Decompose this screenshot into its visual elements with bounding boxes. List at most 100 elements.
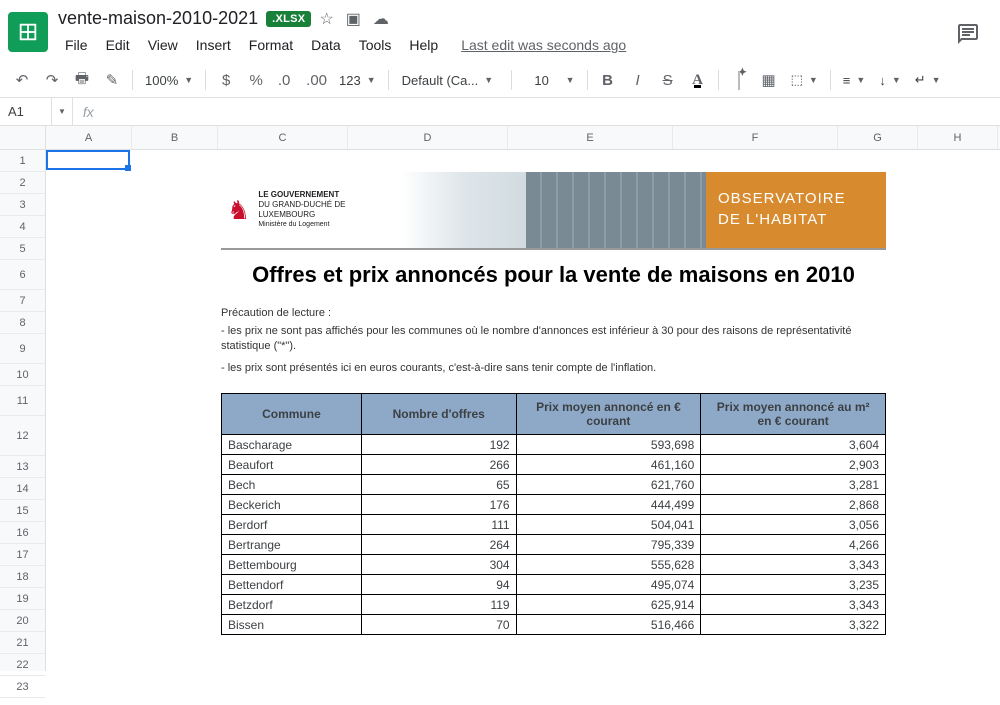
col-header-A[interactable]: A	[46, 126, 132, 149]
document-title[interactable]: vente-maison-2010-2021	[58, 8, 258, 29]
comment-icon	[956, 22, 980, 46]
last-edit-link[interactable]: Last edit was seconds ago	[461, 37, 626, 53]
menu-edit[interactable]: Edit	[99, 33, 137, 57]
table-cell: 461,160	[516, 455, 701, 475]
row-header-10[interactable]: 10	[0, 364, 45, 386]
table-cell: Bettembourg	[222, 555, 362, 575]
table-cell: 192	[361, 435, 516, 455]
text-color-button[interactable]: A	[684, 67, 712, 93]
font-size-select[interactable]: 10▼	[518, 67, 581, 93]
col-header-G[interactable]: G	[838, 126, 918, 149]
bold-button[interactable]: B	[594, 67, 622, 93]
table-cell: 3,322	[701, 615, 886, 635]
fill-color-button[interactable]: 🟆	[725, 67, 753, 93]
table-cell: 266	[361, 455, 516, 475]
row-header-5[interactable]: 5	[0, 238, 45, 260]
row-header-17[interactable]: 17	[0, 544, 45, 566]
row-header-15[interactable]: 15	[0, 500, 45, 522]
paint-format-button[interactable]: ✎	[98, 67, 126, 93]
menu-help[interactable]: Help	[402, 33, 445, 57]
cloud-icon[interactable]: ☁	[373, 9, 389, 29]
redo-button[interactable]: ↷	[38, 67, 66, 93]
col-header-B[interactable]: B	[132, 126, 218, 149]
table-row: Berdorf111504,0413,056	[222, 515, 886, 535]
name-box[interactable]: A1	[0, 98, 52, 125]
col-header-C[interactable]: C	[218, 126, 348, 149]
row-header-16[interactable]: 16	[0, 522, 45, 544]
row-header-7[interactable]: 7	[0, 290, 45, 312]
row-header-20[interactable]: 20	[0, 610, 45, 632]
table-cell: 495,074	[516, 575, 701, 595]
table-cell: 111	[361, 515, 516, 535]
increase-decimal-button[interactable]: .00	[302, 67, 331, 93]
obs-line2: DE L'HABITAT	[718, 209, 874, 230]
decrease-decimal-button[interactable]: .0	[272, 67, 300, 93]
menu-data[interactable]: Data	[304, 33, 348, 57]
selected-cell[interactable]	[46, 150, 130, 170]
col-header-D[interactable]: D	[348, 126, 508, 149]
row-header-6[interactable]: 6	[0, 260, 45, 290]
table-cell: 3,056	[701, 515, 886, 535]
vertical-align-button[interactable]: ↓▼	[873, 67, 906, 93]
table-cell: 795,339	[516, 535, 701, 555]
font-select[interactable]: Default (Ca...▼	[395, 67, 505, 93]
sheet-body[interactable]: ♞ LE GOUVERNEMENT DU GRAND-DUCHÉ DE LUXE…	[46, 150, 1000, 671]
col-header-E[interactable]: E	[508, 126, 673, 149]
name-box-caret[interactable]: ▼	[52, 98, 73, 125]
row-header-3[interactable]: 3	[0, 194, 45, 216]
star-icon[interactable]: ☆	[319, 9, 333, 29]
undo-button[interactable]: ↶	[8, 67, 36, 93]
lion-icon: ♞	[227, 195, 250, 226]
spreadsheet-grid[interactable]: 1234567891011121314151617181920212223 AB…	[0, 126, 1000, 671]
currency-button[interactable]: $	[212, 67, 240, 93]
table-cell: Berdorf	[222, 515, 362, 535]
row-header-23[interactable]: 23	[0, 676, 45, 698]
col-header-H[interactable]: H	[918, 126, 998, 149]
table-cell: 3,235	[701, 575, 886, 595]
col-header-F[interactable]: F	[673, 126, 838, 149]
select-all-corner[interactable]	[0, 126, 45, 150]
row-header-4[interactable]: 4	[0, 216, 45, 238]
row-header-11[interactable]: 11	[0, 386, 45, 416]
header-banner: ♞ LE GOUVERNEMENT DU GRAND-DUCHÉ DE LUXE…	[221, 172, 886, 250]
data-table: CommuneNombre d'offresPrix moyen annoncé…	[221, 393, 886, 635]
row-header-18[interactable]: 18	[0, 566, 45, 588]
gov-line2: DU GRAND-DUCHÉ DE LUXEMBOURG	[258, 200, 401, 219]
row-header-12[interactable]: 12	[0, 416, 45, 456]
row-header-19[interactable]: 19	[0, 588, 45, 610]
table-row: Beckerich176444,4992,868	[222, 495, 886, 515]
more-formats-select[interactable]: 123▼	[333, 67, 382, 93]
formula-input[interactable]	[104, 98, 1000, 125]
italic-button[interactable]: I	[624, 67, 652, 93]
comments-button[interactable]	[948, 14, 988, 54]
row-header-22[interactable]: 22	[0, 654, 45, 676]
print-button[interactable]: 🖶	[68, 67, 96, 93]
zoom-select[interactable]: 100%▼	[139, 67, 199, 93]
row-headers: 1234567891011121314151617181920212223	[0, 126, 46, 671]
text-wrap-button[interactable]: ↵▼	[909, 67, 947, 93]
strikethrough-button[interactable]: S	[654, 67, 682, 93]
horizontal-align-button[interactable]: ≡▼	[837, 67, 872, 93]
table-cell: 264	[361, 535, 516, 555]
borders-button[interactable]: ▦	[755, 67, 783, 93]
move-icon[interactable]: ▣	[346, 9, 361, 29]
menu-insert[interactable]: Insert	[189, 33, 238, 57]
menu-file[interactable]: File	[58, 33, 95, 57]
percent-button[interactable]: %	[242, 67, 270, 93]
row-header-13[interactable]: 13	[0, 456, 45, 478]
row-header-14[interactable]: 14	[0, 478, 45, 500]
row-header-9[interactable]: 9	[0, 334, 45, 364]
menu-tools[interactable]: Tools	[352, 33, 399, 57]
sheets-logo[interactable]	[8, 12, 48, 52]
row-header-8[interactable]: 8	[0, 312, 45, 334]
table-row: Betzdorf119625,9143,343	[222, 595, 886, 615]
menu-view[interactable]: View	[141, 33, 185, 57]
fill-handle[interactable]	[125, 165, 131, 171]
row-header-1[interactable]: 1	[0, 150, 45, 172]
table-cell: Bissen	[222, 615, 362, 635]
row-header-21[interactable]: 21	[0, 632, 45, 654]
row-header-2[interactable]: 2	[0, 172, 45, 194]
merge-cells-button[interactable]: ⬚▼	[785, 67, 824, 93]
menu-format[interactable]: Format	[242, 33, 300, 57]
font-name: Default (Ca...	[402, 73, 479, 88]
